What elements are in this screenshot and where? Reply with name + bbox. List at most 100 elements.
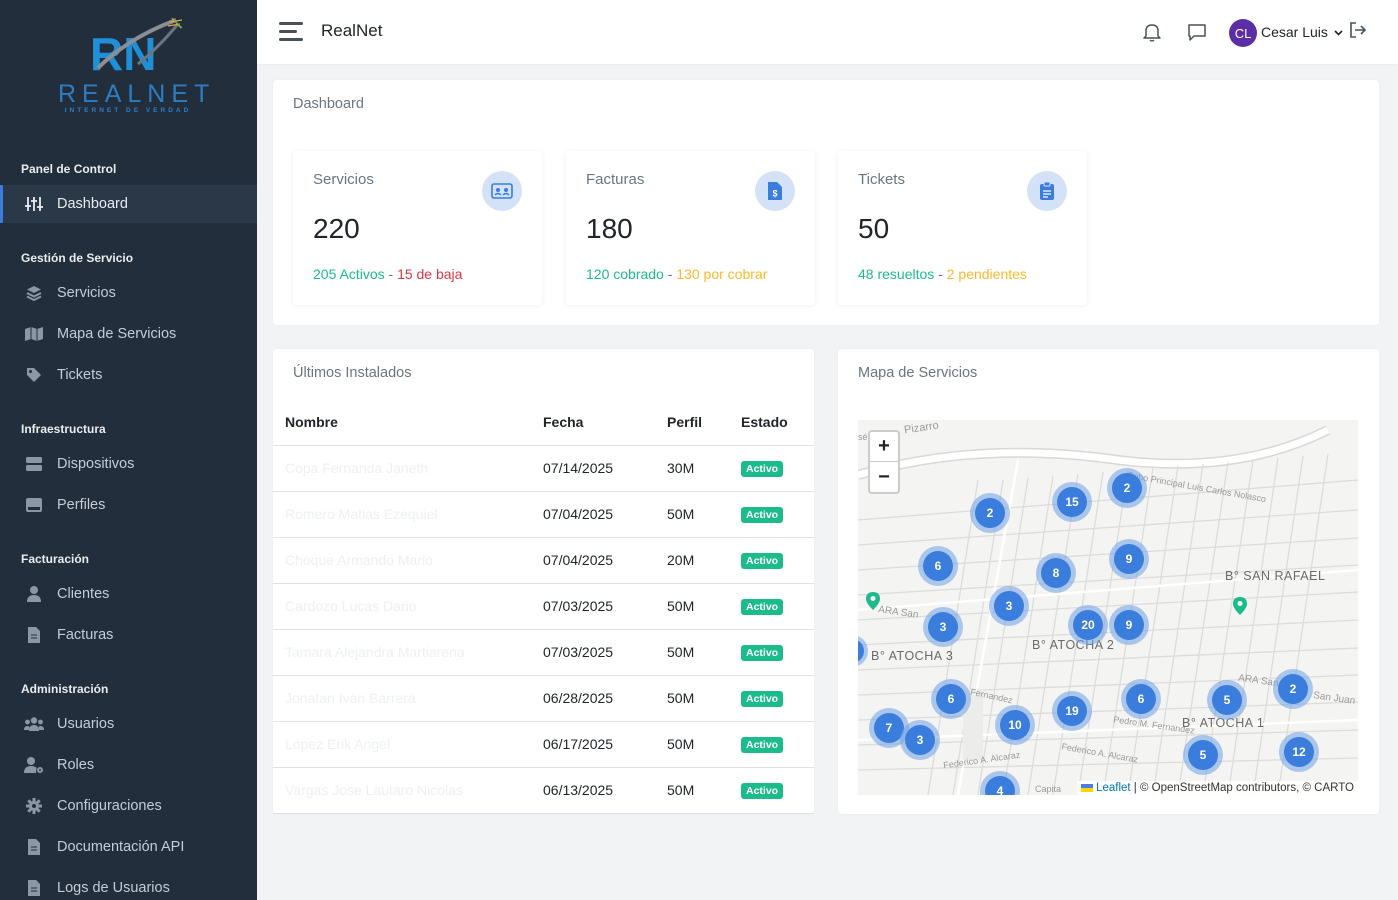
sidebar-item-logs-usuarios[interactable]: Logs de Usuarios (0, 869, 257, 900)
table-row[interactable]: Lopez Erik Angel 06/17/2025 50M Activo (273, 721, 814, 768)
table-row[interactable]: Cardozo Lucas Dario 07/03/2025 50M Activo (273, 583, 814, 630)
sidebar-item-clientes[interactable]: Clientes (0, 575, 257, 613)
sidebar-item-tickets[interactable]: Tickets (0, 356, 257, 394)
map-cluster[interactable]: 19 (1052, 691, 1092, 731)
avatar[interactable]: CL (1229, 19, 1257, 47)
section-title-facturacion: Facturación (21, 552, 90, 566)
map-cluster[interactable]: 15 (1052, 482, 1092, 522)
realnet-logo[interactable]: RN REALNET INTERNET DE VERDAD (58, 17, 216, 114)
stat-card-tickets[interactable]: Tickets 50 48 resueltos - 2 pendientes (838, 151, 1087, 305)
server-icon (24, 455, 44, 473)
map-cluster[interactable]: 3 (923, 607, 963, 647)
column-header-profile[interactable]: Perfil (655, 399, 729, 446)
map-cluster[interactable]: 6 (918, 546, 958, 586)
table-row[interactable]: Tamara Alejandra Martiarena 07/03/2025 50M… (273, 629, 814, 676)
sidebar-item-label: Configuraciones (57, 798, 162, 814)
services-map[interactable]: sé Pizarro Cabo Principal Luis Carlos No… (858, 420, 1358, 795)
column-header-date[interactable]: Fecha (531, 399, 655, 446)
cell-date: 07/03/2025 (531, 583, 655, 630)
map-cluster[interactable]: 5 (1207, 680, 1247, 720)
cell-name: Vargas Jose Lautaro Nicolas (273, 767, 531, 814)
table-row[interactable]: Copa Fernanda Janeth 07/14/2025 30M Activo (273, 445, 814, 492)
status-badge: Activo (741, 783, 784, 799)
cell-profile: 50M (655, 721, 729, 768)
table-row[interactable]: Choque Armando Mario 07/04/2025 20M Activo (273, 537, 814, 584)
stat-value: 50 (858, 213, 890, 244)
column-header-status[interactable]: Estado (729, 399, 814, 446)
stat-label: Tickets (858, 171, 905, 188)
cell-name: Romero Matias Ezequiel (273, 491, 531, 538)
stat-card-facturas[interactable]: Facturas $ 180 120 cobrado - 130 por cob… (566, 151, 815, 305)
status-badge: Activo (741, 461, 784, 477)
map-cluster-partial[interactable] (858, 635, 868, 667)
section-title-gestion: Gestión de Servicio (21, 251, 134, 265)
sidebar-item-label: Logs de Usuarios (57, 880, 170, 896)
tags-icon (24, 366, 44, 384)
stat-card-servicios[interactable]: Servicios 220 205 Activos - 15 de baja (293, 151, 542, 305)
sidebar-item-dashboard[interactable]: Dashboard (0, 185, 257, 223)
user-icon (24, 585, 44, 603)
chevron-down-icon (1334, 30, 1343, 36)
installs-panel: Últimos Instalados Nombre Fecha Perfil E… (273, 349, 814, 814)
sliders-icon (24, 195, 44, 213)
table-row[interactable]: Vargas Jose Lautaro Nicolas 06/13/2025 50M… (273, 767, 814, 814)
zoom-out-button[interactable]: − (878, 465, 890, 488)
map-cluster[interactable]: 2 (970, 493, 1010, 533)
sidebar-item-documentacion-api[interactable]: Documentación API (0, 828, 257, 866)
clipboard-icon (1027, 171, 1067, 211)
chat-icon[interactable] (1187, 22, 1209, 44)
map-cluster[interactable]: 8 (1036, 553, 1076, 593)
map-cluster[interactable]: 2 (1273, 669, 1313, 709)
map-pin-icon[interactable] (866, 592, 880, 610)
status-badge: Activo (741, 691, 784, 707)
map-cluster[interactable]: 9 (1109, 605, 1149, 645)
map-cluster[interactable]: 20 (1068, 605, 1108, 645)
column-header-name[interactable]: Nombre (273, 399, 531, 446)
user-menu[interactable]: Cesar Luis (1261, 24, 1343, 40)
status-badge: Activo (741, 553, 784, 569)
sidebar-item-label: Servicios (57, 285, 116, 301)
map-cluster[interactable]: 12 (1279, 732, 1319, 772)
panel-title: Mapa de Servicios (858, 365, 978, 381)
cell-date: 07/14/2025 (531, 445, 655, 492)
leaflet-link[interactable]: Leaflet (1096, 782, 1131, 794)
map-cluster[interactable]: 2 (1107, 468, 1147, 508)
cell-date: 06/28/2025 (531, 675, 655, 722)
sidebar-item-label: Perfiles (57, 497, 106, 513)
hdd-icon (24, 496, 44, 514)
sidebar-item-dispositivos[interactable]: Dispositivos (0, 445, 257, 483)
map-cluster[interactable]: 6 (931, 679, 971, 719)
logout-icon[interactable] (1349, 21, 1371, 43)
sidebar-item-servicios[interactable]: Servicios (0, 274, 257, 312)
bell-icon[interactable] (1142, 22, 1164, 44)
map-cluster[interactable]: 3 (900, 720, 940, 760)
file-icon (24, 879, 44, 897)
logo-text: REALNET (58, 80, 216, 108)
map-cluster[interactable]: 4 (980, 771, 1020, 795)
users-icon (24, 715, 44, 733)
sidebar-item-roles[interactable]: Roles (0, 746, 257, 784)
cell-profile: 50M (655, 491, 729, 538)
table-row[interactable]: Jonatan Iván Barrera 06/28/2025 50M Activo (273, 675, 814, 722)
map-place-label: B° ATOCHA 1 (1182, 716, 1265, 730)
sidebar-item-mapa-servicios[interactable]: Mapa de Servicios (0, 315, 257, 353)
map-cluster[interactable]: 9 (1109, 539, 1149, 579)
sidebar-item-facturas[interactable]: Facturas (0, 616, 257, 654)
map-cluster[interactable]: 3 (989, 586, 1029, 626)
user-name: Cesar Luis (1261, 24, 1328, 40)
map-cluster[interactable]: 10 (995, 705, 1035, 745)
section-title-administracion: Administración (21, 682, 109, 696)
map-cluster[interactable]: 5 (1183, 735, 1223, 775)
cell-profile: 50M (655, 583, 729, 630)
map-cluster[interactable]: 6 (1121, 679, 1161, 719)
cell-date: 07/04/2025 (531, 537, 655, 584)
map-pin-icon[interactable] (1233, 597, 1247, 615)
table-row[interactable]: Romero Matias Ezequiel 07/04/2025 50M Activ… (273, 491, 814, 538)
sidebar-item-configuraciones[interactable]: Configuraciones (0, 787, 257, 825)
sidebar-item-perfiles[interactable]: Perfiles (0, 486, 257, 524)
section-title-infraestructura: Infraestructura (21, 422, 106, 436)
sidebar-item-usuarios[interactable]: Usuarios (0, 705, 257, 743)
zoom-in-button[interactable]: + (870, 432, 898, 462)
sidebar-item-label: Documentación API (57, 839, 185, 855)
menu-toggle-icon[interactable] (279, 22, 303, 42)
